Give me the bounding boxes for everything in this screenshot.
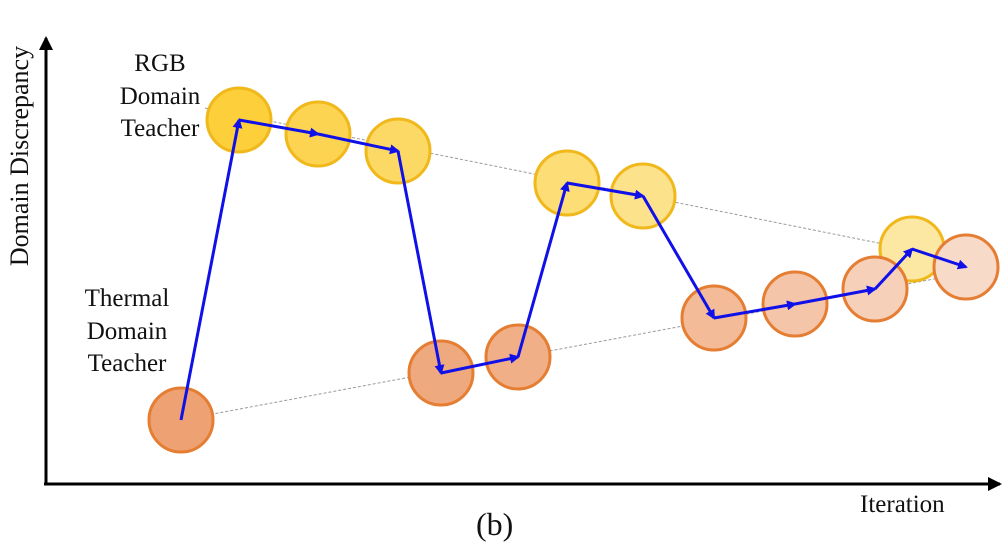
- update-arrow-2: [238, 118, 320, 138]
- update-arrow-6: [516, 181, 570, 358]
- axes: [39, 36, 1002, 491]
- x-axis-label: Iteration: [860, 491, 945, 518]
- y-axis-label: Domain Discrepancy: [5, 45, 34, 267]
- rgb-teacher-label: RGB Domain Teacher: [100, 48, 220, 146]
- update-arrow-11: [873, 247, 914, 291]
- rgb-teacher-label-line-3: Teacher: [120, 115, 200, 142]
- thermal-teacher-label-line-1: Thermal: [84, 285, 170, 312]
- update-arrow-4: [396, 150, 445, 375]
- update-arrow-3: [317, 132, 400, 155]
- update-arrow-9: [713, 300, 797, 320]
- rgb-teacher-label-line-1: RGB: [134, 50, 186, 77]
- update-arrow-10: [794, 285, 877, 306]
- thermal-teacher-label: Thermal Domain Teacher: [62, 283, 192, 381]
- rgb-teacher-label-line-2: Domain: [119, 82, 201, 110]
- teacher-circles: [147, 86, 1000, 454]
- thermal-teacher-label-line-3: Teacher: [87, 350, 167, 377]
- thermal-teacher-label-line-2: Domain: [86, 317, 168, 345]
- update-arrow-1: [179, 118, 243, 421]
- update-arrows: [179, 118, 968, 421]
- update-arrow-12: [911, 247, 968, 270]
- figure-caption: (b): [476, 506, 514, 542]
- update-arrow-7: [566, 181, 645, 200]
- update-arrow-5: [440, 353, 520, 375]
- update-arrow-8: [641, 195, 716, 320]
